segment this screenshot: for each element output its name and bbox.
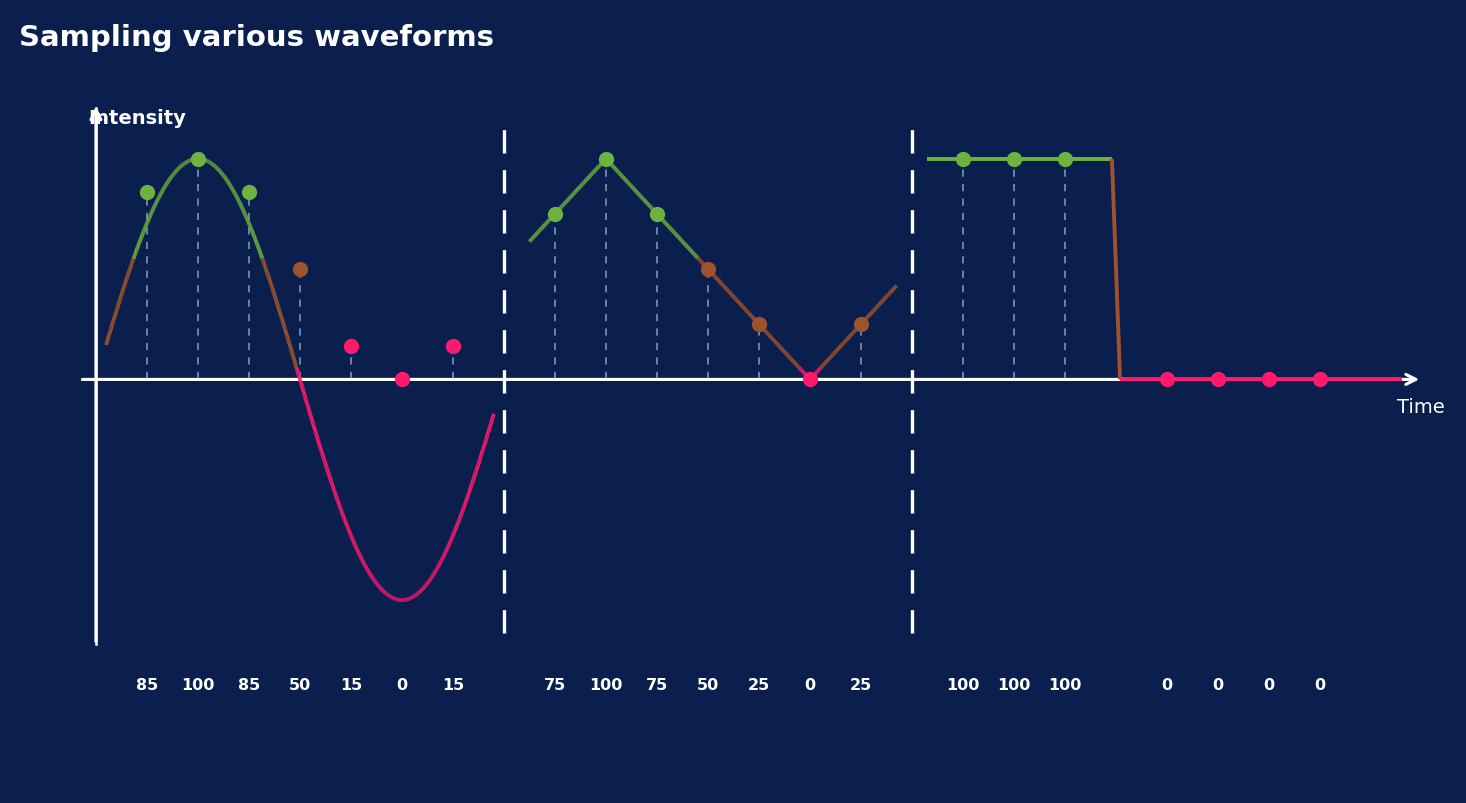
- Text: 85: 85: [136, 678, 158, 692]
- Text: 0: 0: [1212, 678, 1224, 692]
- Text: 15: 15: [441, 678, 465, 692]
- Text: 0: 0: [396, 678, 408, 692]
- Text: 100: 100: [182, 678, 214, 692]
- Text: 85: 85: [237, 678, 259, 692]
- Text: Time: Time: [1397, 397, 1444, 417]
- Text: 100: 100: [589, 678, 623, 692]
- Text: 100: 100: [1048, 678, 1082, 692]
- Text: 0: 0: [805, 678, 815, 692]
- Text: 75: 75: [647, 678, 668, 692]
- Text: 0: 0: [1315, 678, 1325, 692]
- Text: 25: 25: [850, 678, 872, 692]
- Text: 50: 50: [696, 678, 720, 692]
- Text: 75: 75: [544, 678, 566, 692]
- Text: 0: 0: [1161, 678, 1173, 692]
- Text: 50: 50: [289, 678, 311, 692]
- Text: 100: 100: [946, 678, 979, 692]
- Text: 15: 15: [340, 678, 362, 692]
- Text: Intensity: Intensity: [88, 108, 186, 128]
- Text: 25: 25: [748, 678, 770, 692]
- Text: Sampling various waveforms: Sampling various waveforms: [19, 24, 494, 52]
- Text: 100: 100: [997, 678, 1031, 692]
- Text: 0: 0: [1264, 678, 1274, 692]
